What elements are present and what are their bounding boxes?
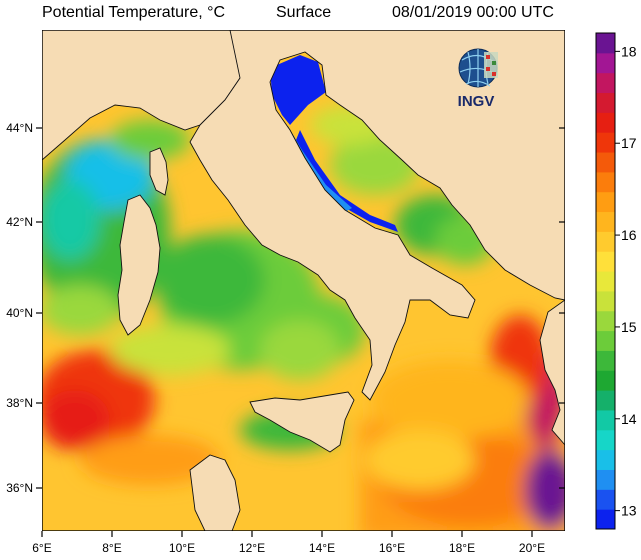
colorbar-frame — [595, 32, 616, 530]
lon-label: 20°E — [519, 541, 545, 555]
colorbar-tick-label: 15 — [621, 319, 637, 335]
colorbar-swatch — [596, 271, 615, 292]
lon-label: 16°E — [379, 541, 405, 555]
colorbar-swatch — [596, 152, 615, 173]
logo-text: INGV — [458, 93, 495, 110]
colorbar-swatch — [596, 330, 615, 351]
land — [42, 30, 565, 531]
colorbar-swatch — [596, 429, 615, 451]
land-sardinia — [117, 194, 161, 336]
colorbar-swatch — [596, 92, 615, 113]
axis-ticks — [36, 127, 565, 537]
colorbar-swatch — [596, 112, 615, 133]
colorbar-swatch — [596, 489, 615, 510]
lon-label: 14°E — [309, 541, 335, 555]
colorbar-swatch — [596, 191, 615, 213]
lat-label: 38°N — [6, 396, 33, 410]
map-depth-title: Surface — [276, 4, 332, 21]
colorbar-swatch — [596, 132, 615, 153]
lon-label: 8°E — [102, 541, 121, 555]
map-date-title: 08/01/2019 00:00 UTC — [392, 4, 554, 21]
colorbar-swatch — [596, 509, 615, 530]
colorbar-swatch — [596, 251, 615, 272]
colorbar-tick-label: 16 — [621, 227, 637, 243]
colorbar-swatch — [596, 290, 615, 312]
colorbar-swatch — [596, 449, 615, 470]
colorbar-tick-label: 17 — [621, 135, 637, 151]
colorbar-ticks: 13 14 15 16 17 18 — [615, 43, 637, 519]
lat-label: 36°N — [6, 481, 33, 495]
lon-label: 10°E — [169, 541, 195, 555]
colorbar-swatch — [596, 72, 615, 94]
colorbar-swatch — [596, 469, 615, 490]
colorbar-swatch — [596, 211, 615, 232]
colorbar-swatch — [596, 171, 615, 193]
colorbar-swatch — [596, 310, 615, 332]
lon-label: 6°E — [32, 541, 51, 555]
colorbar-tick-label: 14 — [621, 411, 637, 427]
colorbar-swatch — [596, 52, 615, 74]
lat-label: 42°N — [6, 215, 33, 229]
lon-label: 12°E — [239, 541, 265, 555]
lon-label: 18°E — [449, 541, 475, 555]
colorbar-tick-label: 13 — [621, 503, 637, 519]
land-greece — [539, 299, 565, 446]
colorbar-swatch — [596, 370, 615, 391]
colorbar-swatch — [596, 231, 615, 252]
map-variable-title: Potential Temperature, °C — [42, 4, 226, 21]
lat-label: 44°N — [6, 121, 33, 135]
colorbar-swatch — [596, 409, 615, 431]
land-sicily — [249, 391, 355, 453]
colorbar — [596, 33, 615, 530]
land-corsica — [149, 147, 169, 196]
colorbar-swatch — [596, 350, 615, 371]
ingv-logo: INGV — [458, 48, 498, 110]
colorbar-swatch — [596, 33, 615, 54]
colorbar-tick-label: 18 — [621, 43, 637, 59]
land-tunisia — [189, 454, 241, 531]
land-italy-balkans — [189, 30, 565, 401]
colorbar-swatch — [596, 390, 615, 411]
lat-label: 40°N — [6, 306, 33, 320]
